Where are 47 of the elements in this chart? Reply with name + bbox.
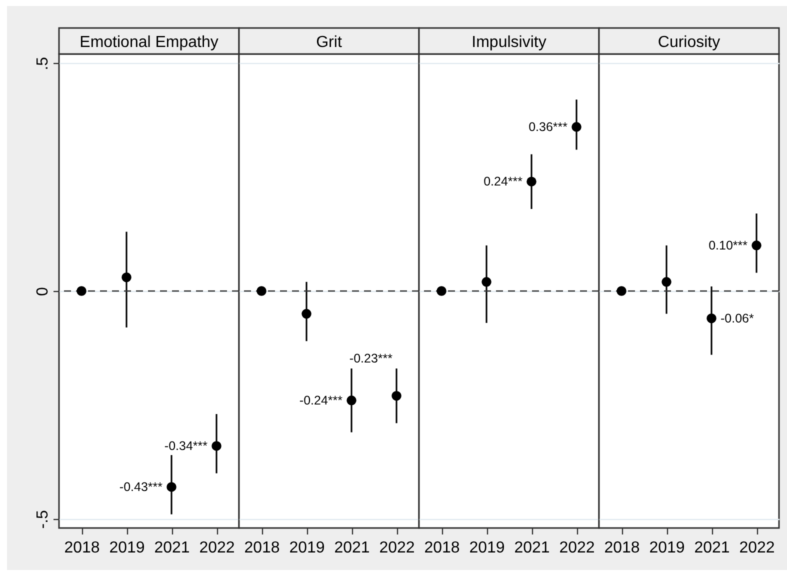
- x-tick-label: 2019: [649, 540, 685, 556]
- data-label: -0.24***: [299, 393, 343, 408]
- point: [662, 277, 672, 287]
- point: [76, 286, 86, 296]
- data-label: 0.10***: [708, 238, 748, 252]
- point: [572, 122, 582, 132]
- x-tick-label: 2019: [109, 540, 145, 556]
- x-tick-label: 2019: [469, 540, 505, 556]
- x-tick-label: 2021: [694, 540, 730, 556]
- x-tick-label: 2021: [514, 540, 550, 556]
- point: [392, 390, 402, 401]
- x-tick-label: 2021: [154, 540, 190, 556]
- data-label: -0.06*: [720, 311, 754, 326]
- point: [706, 313, 716, 324]
- point: [526, 176, 536, 186]
- data-label: 0.24***: [484, 174, 523, 189]
- x-tick-label: 2018: [64, 540, 100, 556]
- y-tick-label: 0: [34, 286, 52, 296]
- chart-title: Impulsivity: [472, 34, 546, 51]
- data-label: -0.43***: [119, 480, 163, 494]
- point: [122, 272, 132, 282]
- chart-title: Curiosity: [658, 34, 720, 51]
- x-tick-label: 2018: [604, 540, 640, 556]
- point: [166, 482, 176, 492]
- chart-title: Grit: [316, 34, 342, 51]
- x-tick-label: 2022: [199, 540, 235, 556]
- y-tick-label: -.5: [34, 510, 52, 529]
- x-tick-label: 2021: [334, 540, 370, 556]
- point: [346, 396, 356, 406]
- point: [482, 277, 492, 287]
- chart-title: Emotional Empathy: [80, 34, 218, 51]
- x-tick-label: 2022: [379, 540, 415, 556]
- data-label: -0.34***: [164, 438, 208, 453]
- x-tick-label: 2019: [289, 540, 325, 556]
- point: [436, 286, 446, 296]
- x-tick-label: 2022: [739, 540, 775, 556]
- data-label: 0.36***: [528, 120, 568, 134]
- x-tick-label: 2018: [244, 540, 280, 556]
- y-tick-label: .5: [34, 56, 52, 70]
- x-tick-label: 2018: [424, 540, 460, 556]
- point: [256, 286, 266, 296]
- data-label: -0.23***: [349, 351, 393, 366]
- point: [302, 308, 312, 319]
- point: [212, 441, 222, 451]
- point: [616, 286, 626, 296]
- point: [752, 240, 762, 250]
- x-tick-label: 2022: [559, 540, 595, 556]
